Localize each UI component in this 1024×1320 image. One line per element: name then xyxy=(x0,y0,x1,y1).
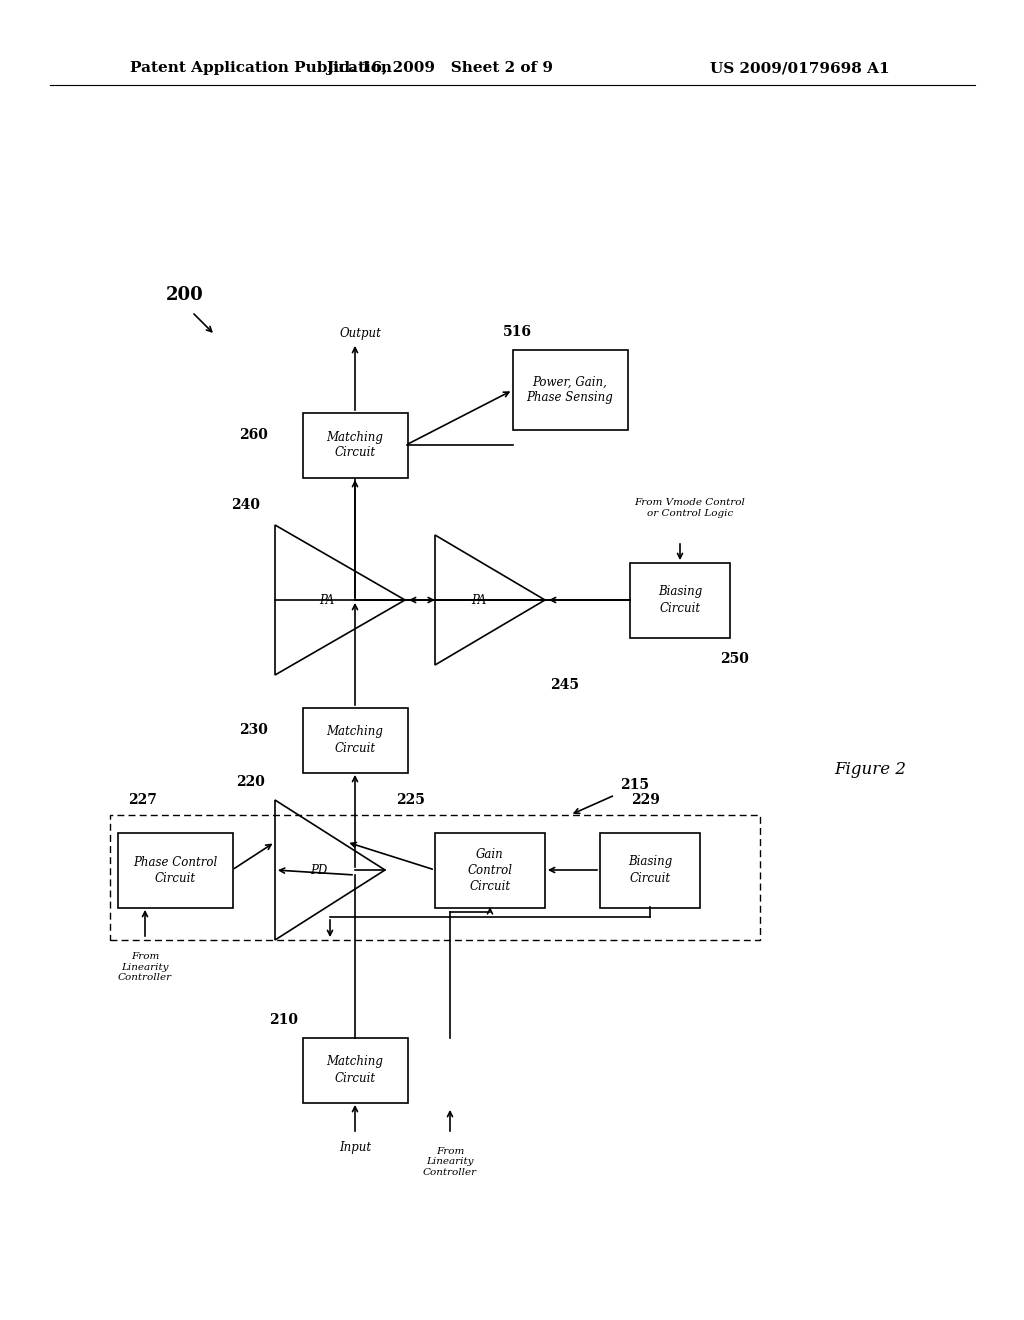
Bar xyxy=(302,1038,408,1102)
Bar xyxy=(630,562,730,638)
Text: 215: 215 xyxy=(620,777,649,792)
Text: Matching
Circuit: Matching Circuit xyxy=(327,726,383,755)
Text: PA: PA xyxy=(319,594,335,606)
Text: PD: PD xyxy=(310,863,328,876)
Text: Matching
Circuit: Matching Circuit xyxy=(327,430,383,459)
Text: Jul. 16, 2009   Sheet 2 of 9: Jul. 16, 2009 Sheet 2 of 9 xyxy=(327,61,554,75)
Text: Output: Output xyxy=(339,326,381,339)
Text: Input: Input xyxy=(339,1140,371,1154)
Text: From Vmode Control
or Control Logic: From Vmode Control or Control Logic xyxy=(635,498,745,517)
Text: PA: PA xyxy=(471,594,486,606)
Bar xyxy=(302,412,408,478)
Text: From
Linearity
Controller: From Linearity Controller xyxy=(423,1147,477,1177)
Text: Power, Gain,
Phase Sensing: Power, Gain, Phase Sensing xyxy=(526,375,613,404)
Bar xyxy=(110,814,760,940)
Text: 240: 240 xyxy=(231,498,260,512)
Text: Figure 2: Figure 2 xyxy=(834,762,906,779)
Text: 245: 245 xyxy=(550,678,579,692)
Text: 229: 229 xyxy=(631,793,659,807)
Text: 225: 225 xyxy=(396,793,425,807)
Text: Biasing
Circuit: Biasing Circuit xyxy=(657,586,702,615)
Text: From
Linearity
Controller: From Linearity Controller xyxy=(118,952,172,982)
Text: 260: 260 xyxy=(240,428,268,442)
Text: Phase Control
Circuit: Phase Control Circuit xyxy=(133,855,217,884)
Bar xyxy=(435,833,545,908)
Bar xyxy=(118,833,232,908)
Text: 210: 210 xyxy=(269,1012,298,1027)
Text: Biasing
Circuit: Biasing Circuit xyxy=(628,855,672,884)
Text: US 2009/0179698 A1: US 2009/0179698 A1 xyxy=(711,61,890,75)
Text: Patent Application Publication: Patent Application Publication xyxy=(130,61,392,75)
Text: 227: 227 xyxy=(128,793,157,807)
Text: 230: 230 xyxy=(240,723,268,737)
Text: 200: 200 xyxy=(166,286,204,304)
Text: Matching
Circuit: Matching Circuit xyxy=(327,1056,383,1085)
Bar xyxy=(302,708,408,772)
Text: 250: 250 xyxy=(720,652,749,667)
Bar xyxy=(512,350,628,430)
Text: 220: 220 xyxy=(237,775,265,789)
Text: Gain
Control
Circuit: Gain Control Circuit xyxy=(468,847,512,892)
Bar xyxy=(600,833,700,908)
Text: 516: 516 xyxy=(503,325,532,339)
